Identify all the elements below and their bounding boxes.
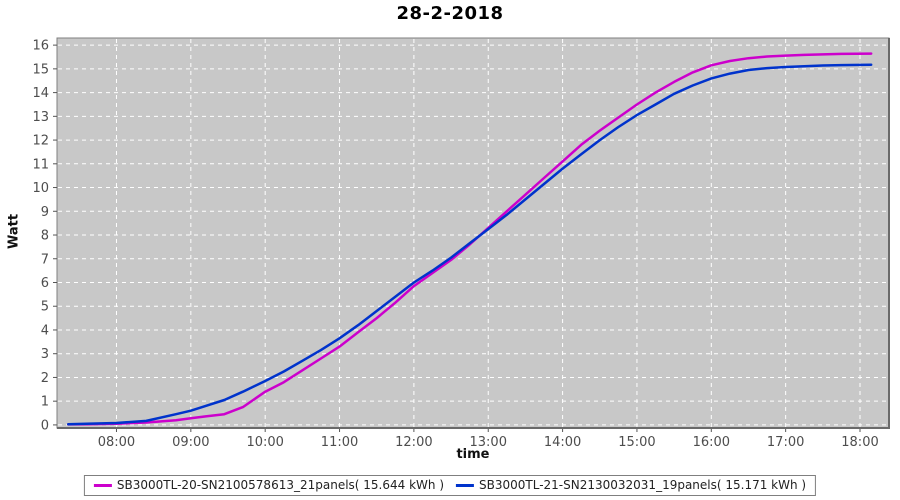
y-tick-label: 15 (32, 62, 49, 77)
x-tick-label: 09:00 (172, 435, 209, 450)
legend-line-swatch (456, 483, 474, 487)
chart-title: 28-2-2018 (396, 3, 504, 24)
legend: SB3000TL-20-SN2100578613_21panels( 15.64… (83, 475, 817, 496)
x-tick-label: 18:00 (841, 435, 878, 450)
y-tick-label: 3 (41, 347, 49, 362)
y-tick-label: 10 (32, 181, 49, 196)
y-tick-label: 4 (41, 323, 49, 338)
y-tick-label: 2 (41, 371, 49, 386)
y-tick-label: 9 (41, 205, 49, 220)
x-tick-label: 13:00 (470, 435, 507, 450)
y-axis-label: Watt (6, 213, 22, 250)
plot-background (56, 37, 890, 429)
legend-label: SB3000TL-21-SN2130032031_19panels( 15.17… (479, 478, 807, 492)
x-tick-label: 14:00 (544, 435, 581, 450)
y-tick-label: 12 (32, 134, 49, 149)
x-tick-label: 11:00 (321, 435, 358, 450)
y-tick-label: 11 (32, 157, 49, 172)
series-line (66, 63, 873, 426)
y-tick-label: 16 (32, 39, 49, 54)
y-tick-label: 0 (41, 418, 49, 433)
legend-item: SB3000TL-21-SN2130032031_19panels( 15.17… (456, 478, 806, 492)
y-tick-label: 7 (41, 252, 49, 267)
y-tick-label: 6 (41, 276, 49, 291)
legend-item: SB3000TL-20-SN2100578613_21panels( 15.64… (93, 478, 444, 492)
x-tick-label: 15:00 (618, 435, 655, 450)
x-tick-label: 17:00 (767, 435, 804, 450)
y-tick-label: 5 (41, 300, 49, 315)
y-tick-label: 14 (32, 86, 49, 101)
y-tick-label: 1 (41, 395, 49, 410)
x-tick-label: 12:00 (395, 435, 432, 450)
legend-label: SB3000TL-20-SN2100578613_21panels( 15.64… (116, 478, 444, 492)
y-tick-label: 13 (32, 110, 49, 125)
legend-line-swatch (93, 483, 112, 487)
x-axis-label: time (456, 447, 490, 462)
x-tick-label: 08:00 (98, 435, 135, 450)
x-tick-label: 16:00 (693, 435, 730, 450)
x-tick-label: 10:00 (246, 435, 283, 450)
y-tick-label: 8 (41, 229, 49, 244)
